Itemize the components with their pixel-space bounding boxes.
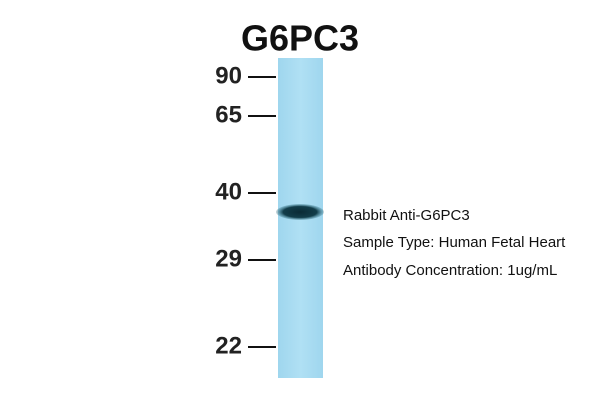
title: G6PC3	[241, 18, 359, 59]
marker-label: 22	[215, 332, 242, 359]
marker-label: 29	[215, 245, 242, 272]
protein-band	[276, 204, 324, 220]
annotation: Rabbit Anti-G6PC3	[343, 207, 470, 224]
marker-label: 40	[215, 178, 242, 205]
marker-label: 90	[215, 62, 242, 89]
annotation: Sample Type: Human Fetal Heart	[343, 234, 566, 251]
annotation: Antibody Concentration: 1ug/mL	[343, 262, 557, 279]
marker-label: 65	[215, 101, 242, 128]
